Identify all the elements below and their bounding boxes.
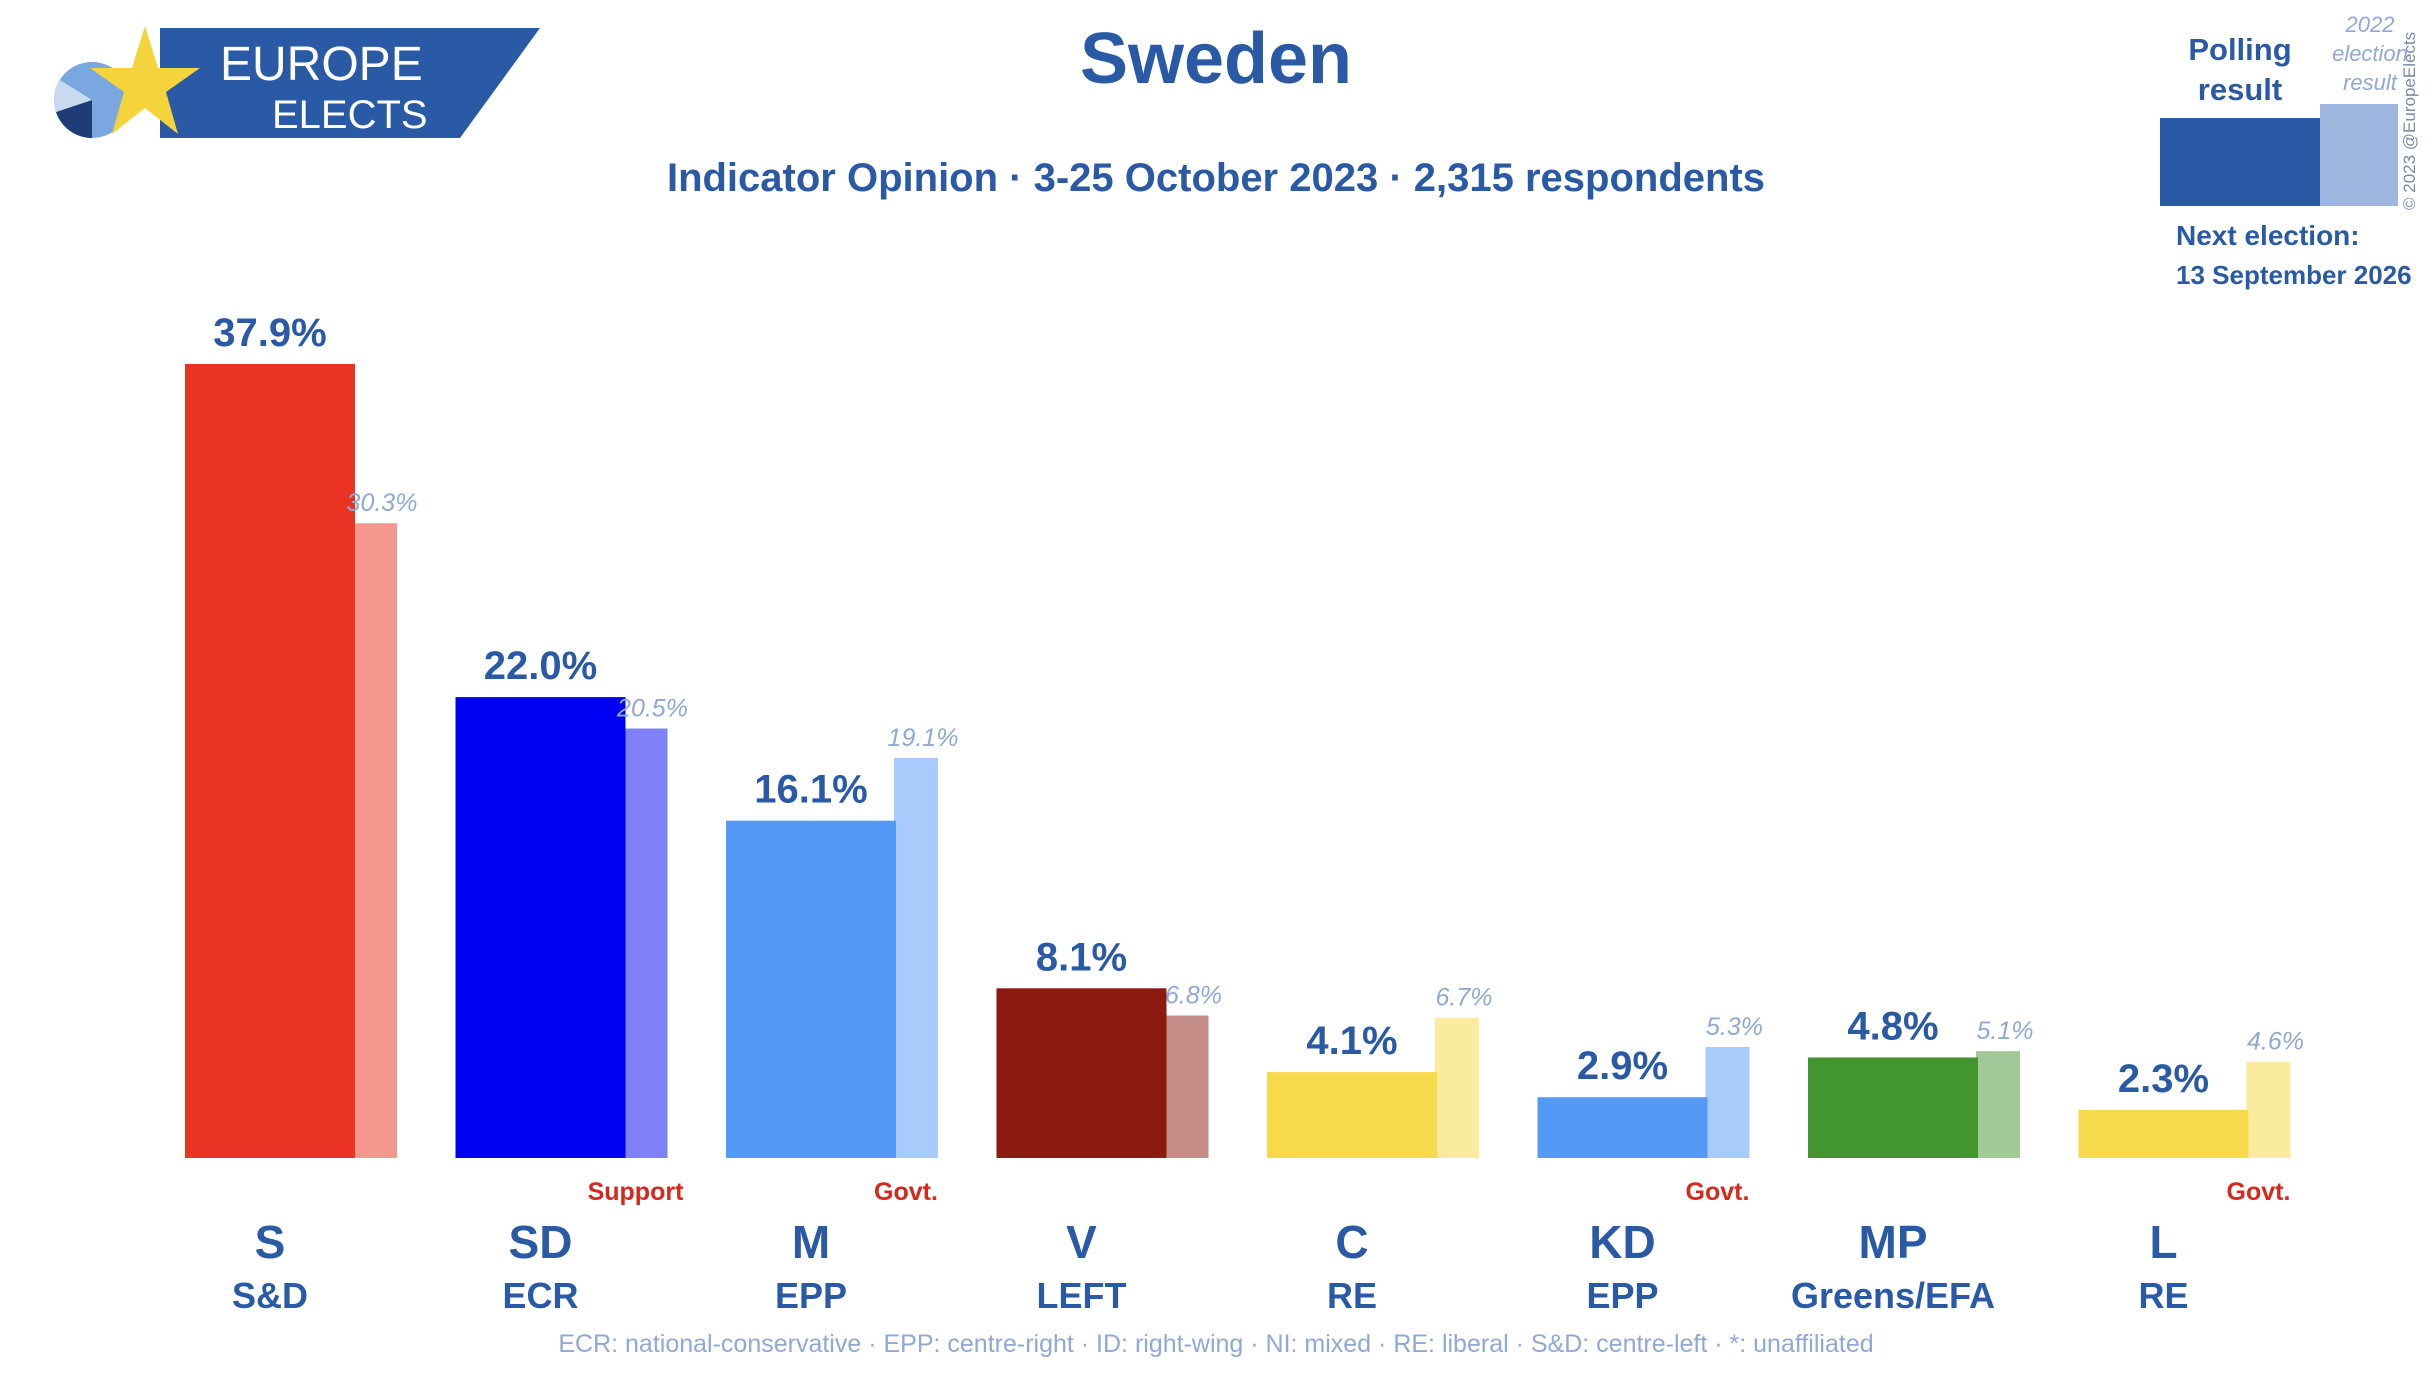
polling-bar-m <box>726 820 896 1158</box>
legend-election-label: 2022 election result <box>2312 10 2428 97</box>
legend-election-swatch <box>2320 104 2398 206</box>
election-bar-kd <box>1705 1046 1750 1158</box>
role-label: Support <box>588 1178 684 1206</box>
legend-polling-swatch <box>2160 118 2320 206</box>
legend-election-label-line3: result <box>2343 70 2397 95</box>
election-value-label: 20.5% <box>616 695 688 723</box>
polling-value-label: 4.8% <box>1847 1004 1938 1048</box>
party-name-label: MP <box>1859 1216 1928 1268</box>
polling-bar-sd <box>455 697 626 1158</box>
legend: 2022 election result Polling result Next… <box>2160 10 2430 290</box>
logo-pie-slice-light <box>54 80 92 112</box>
party-group-label: Greens/EFA <box>1791 1275 1995 1316</box>
party-group-label: LEFT <box>1037 1275 1127 1316</box>
polling-value-label: 22.0% <box>484 644 597 688</box>
polling-value-label: 8.1% <box>1036 935 1127 979</box>
party-group-label: S&D <box>232 1275 308 1316</box>
election-bar-sd <box>623 728 668 1158</box>
next-election-label: Next election: <box>2176 220 2360 251</box>
role-label: Govt. <box>2227 1178 2291 1206</box>
polling-value-label: 4.1% <box>1306 1019 1397 1063</box>
legend-polling-label-line2: result <box>2197 72 2283 107</box>
footer-legend: ECR: national-conservative · EPP: centre… <box>558 1330 1874 1358</box>
page-title: Sweden <box>1079 19 1353 99</box>
polling-value-label: 16.1% <box>754 768 867 812</box>
polling-bar-s <box>185 363 355 1158</box>
party-name-label: M <box>792 1216 830 1268</box>
election-bar-l <box>2246 1061 2291 1158</box>
election-bar-v <box>1164 1015 1209 1158</box>
election-bar-mp <box>1976 1051 2020 1158</box>
party-name-label: KD <box>1589 1216 1655 1268</box>
election-bar-c <box>1435 1017 1479 1158</box>
legend-polling-label: Polling result <box>2162 30 2318 110</box>
page-subtitle: Indicator Opinion · 3-25 October 2023 · … <box>666 156 1766 200</box>
role-label: Govt. <box>1686 1178 1750 1206</box>
role-label: Govt. <box>874 1178 938 1206</box>
party-group-label: EPP <box>1586 1275 1658 1316</box>
election-bar-s <box>353 523 397 1158</box>
election-bar-m <box>894 757 938 1158</box>
election-value-label: 5.3% <box>1706 1013 1763 1041</box>
election-value-label: 30.3% <box>347 489 418 517</box>
logo-banner <box>160 28 540 138</box>
party-name-label: L <box>2149 1216 2177 1268</box>
logo-pie-slice <box>56 100 92 138</box>
next-election-date: 13 September 2026 <box>2176 260 2412 290</box>
star-icon <box>90 26 200 134</box>
party-name-label: SD <box>509 1216 573 1268</box>
election-value-label: 6.7% <box>1436 984 1493 1012</box>
polling-bar-kd <box>1537 1097 1708 1158</box>
party-group-label: RE <box>2138 1275 2188 1316</box>
party-name-label: C <box>1335 1216 1368 1268</box>
legend-election-label-line1: 2022 <box>2345 12 2395 37</box>
legend-polling-label-line1: Polling <box>2188 32 2292 67</box>
polling-value-label: 2.9% <box>1577 1044 1668 1088</box>
polling-bar-c <box>1267 1072 1437 1158</box>
polling-bar-mp <box>1808 1057 1978 1158</box>
logo-line2: ELECTS <box>272 93 428 137</box>
europe-elects-logo: EUROPE ELECTS <box>54 26 540 138</box>
election-value-label: 19.1% <box>888 724 959 752</box>
election-value-label: 5.1% <box>1977 1017 2034 1045</box>
party-name-label: S <box>255 1216 286 1268</box>
election-value-label: 4.6% <box>2247 1028 2304 1056</box>
legend-election-label-line2: election <box>2332 41 2408 66</box>
polling-bar-v <box>996 988 1167 1158</box>
party-name-label: V <box>1066 1216 1097 1268</box>
party-group-label: RE <box>1327 1275 1377 1316</box>
party-group-label: EPP <box>775 1275 847 1316</box>
polling-bar-l <box>2078 1109 2249 1158</box>
election-value-label: 6.8% <box>1165 982 1222 1010</box>
polling-value-label: 2.3% <box>2118 1057 2209 1101</box>
logo-line1: EUROPE <box>220 38 423 91</box>
party-group-label: ECR <box>502 1275 578 1316</box>
polling-value-label: 37.9% <box>213 311 326 355</box>
